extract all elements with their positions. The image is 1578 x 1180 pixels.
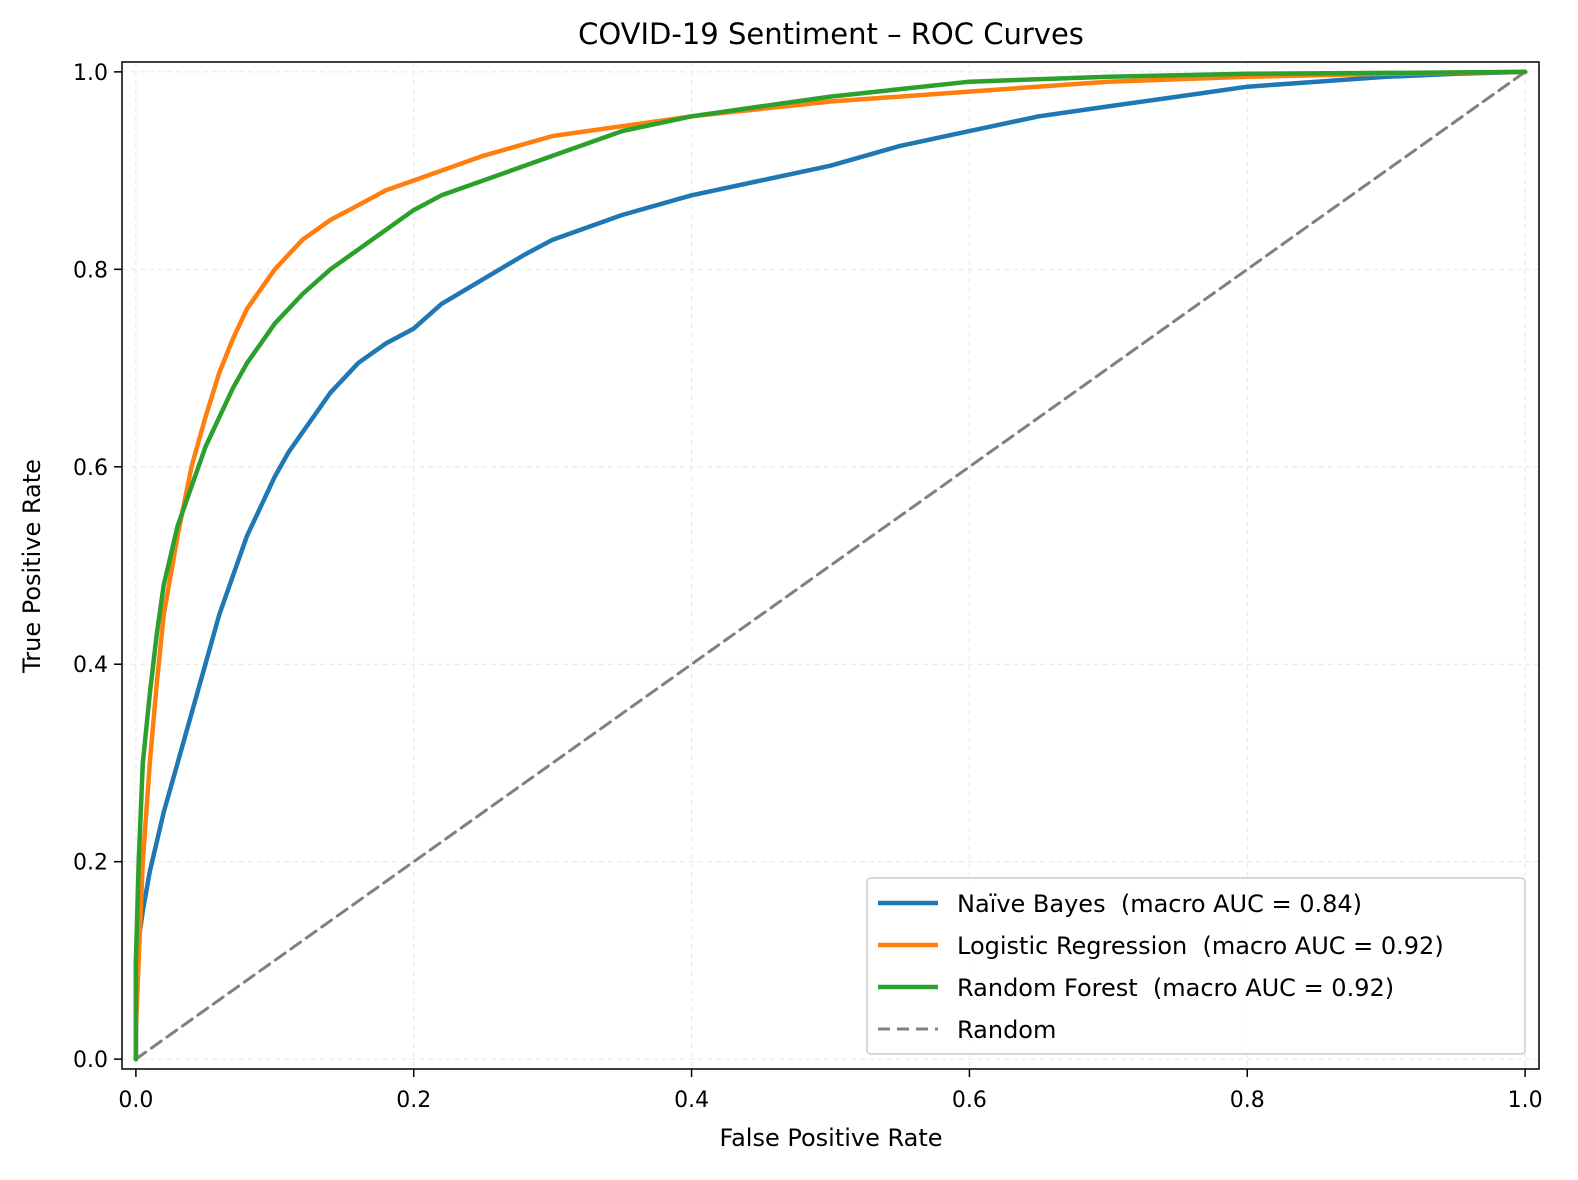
series-line-random <box>134 70 1527 1061</box>
y-tick-label: 1.0 <box>73 61 108 86</box>
y-tick-label: 0.4 <box>73 653 108 678</box>
legend-label: Naïve Bayes (macro AUC = 0.84) <box>957 890 1362 918</box>
series-line-logistic-regression <box>133 69 1528 1062</box>
series-lines <box>133 69 1528 1062</box>
axis-ticks: 0.0 0.2 0.4 0.6 0.8 1.0 0.0 0.2 0.4 0.6 0.8 1.0 <box>73 61 1543 1113</box>
x-tick-label: 0.2 <box>396 1088 431 1113</box>
legend-label: Random <box>957 1016 1056 1044</box>
x-tick-label: 0.4 <box>674 1088 709 1113</box>
y-tick-label: 0.2 <box>73 851 108 876</box>
x-tick-label: 0.6 <box>952 1088 987 1113</box>
x-axis-label: False Positive Rate <box>719 1124 942 1152</box>
x-tick-label: 0.0 <box>118 1088 153 1113</box>
y-axis-label: True Positive Rate <box>18 459 46 674</box>
x-tick-label: 0.8 <box>1230 1088 1265 1113</box>
series-line-na-ve-bayes <box>133 69 1528 1062</box>
series-line-random-forest <box>133 69 1528 1062</box>
y-tick-label: 0.6 <box>73 456 108 481</box>
y-tick-label: 0.0 <box>73 1048 108 1073</box>
legend-label: Random Forest (macro AUC = 0.92) <box>957 974 1394 1002</box>
legend-box <box>866 877 1526 1055</box>
x-tick-label: 1.0 <box>1508 1088 1543 1113</box>
y-tick-label: 0.8 <box>73 258 108 283</box>
legend-label: Logistic Regression (macro AUC = 0.92) <box>957 932 1444 960</box>
chart-title: COVID-19 Sentiment – ROC Curves <box>578 17 1084 51</box>
legend: Naïve Bayes (macro AUC = 0.84) Logistic R… <box>866 877 1526 1055</box>
plot-frame <box>121 61 1540 1070</box>
